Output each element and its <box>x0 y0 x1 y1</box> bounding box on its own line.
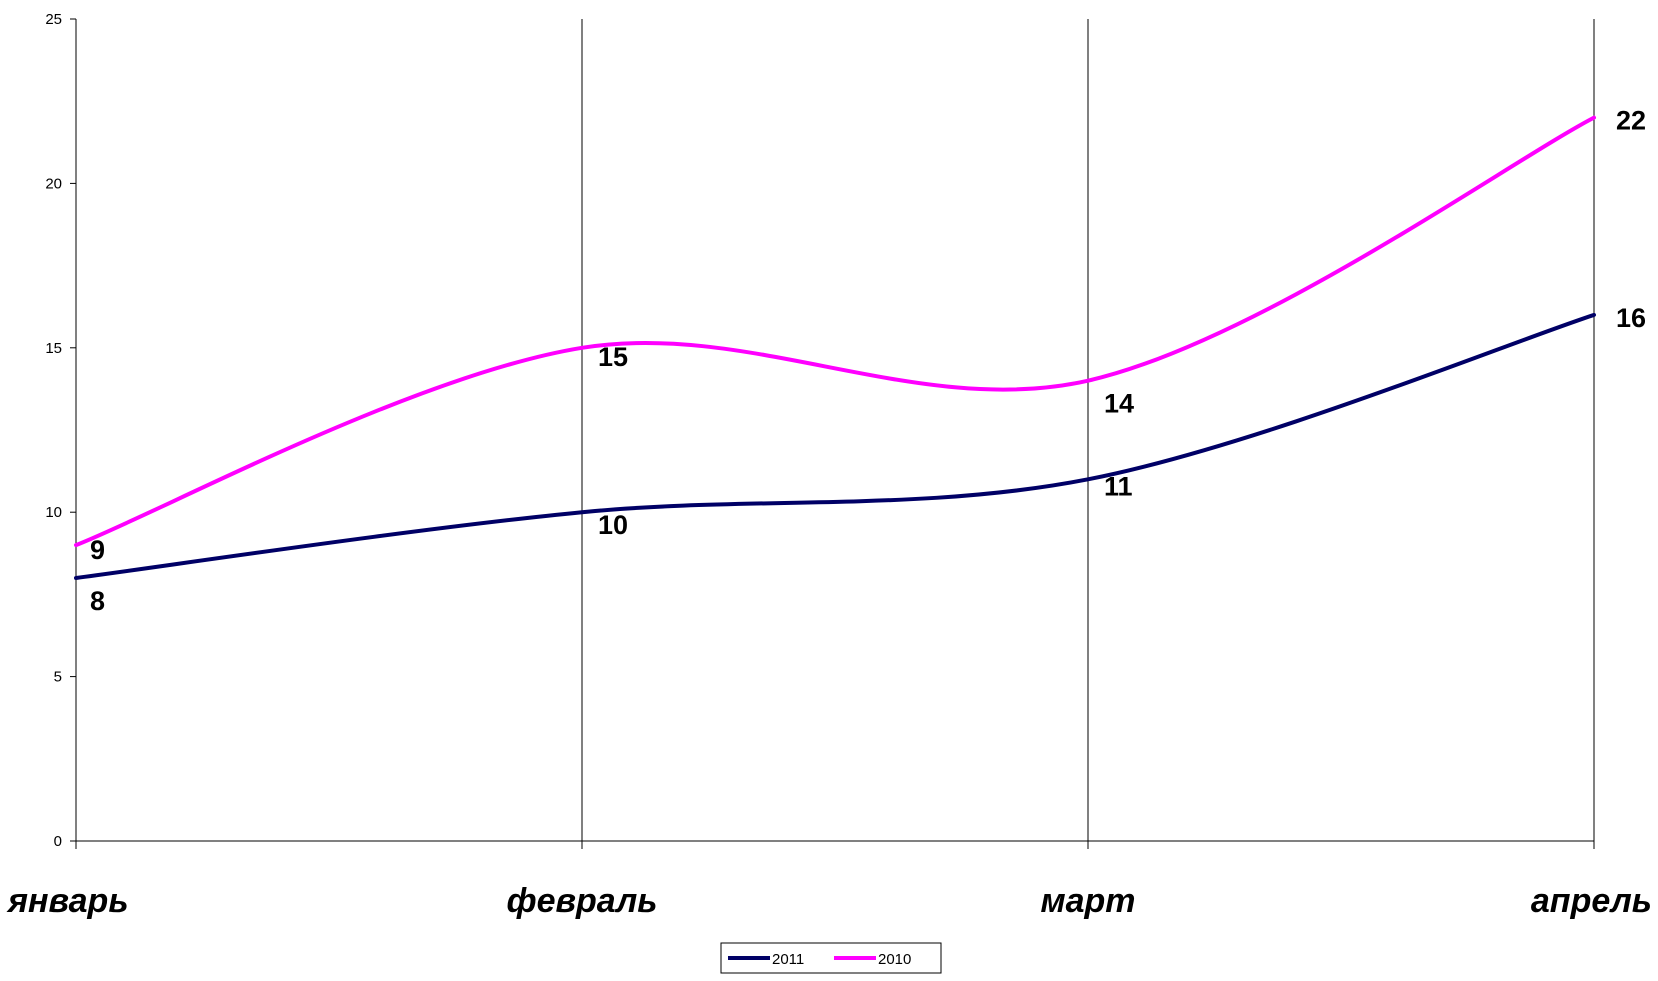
y-tick-label: 5 <box>54 669 62 686</box>
data-label-2010: 14 <box>1104 389 1134 419</box>
y-tick-label: 15 <box>45 340 62 357</box>
y-tick-label: 25 <box>45 11 62 28</box>
data-label-2011: 16 <box>1616 303 1646 333</box>
y-tick-label: 0 <box>54 833 62 850</box>
x-category-label: март <box>1040 882 1135 920</box>
data-label-2010: 9 <box>90 535 105 565</box>
axis-layer: 0 5 10 15 20 25 январь февраль март апрель <box>6 11 1652 920</box>
x-category-label: апрель <box>1531 882 1652 920</box>
data-label-2010: 15 <box>598 342 628 372</box>
data-label-layer: 8 10 11 16 9 15 14 22 <box>90 106 1646 616</box>
x-category-label: февраль <box>507 882 658 920</box>
data-label-2011: 11 <box>1104 471 1133 501</box>
legend-label-2011: 2011 <box>772 951 804 968</box>
series-line-2010 <box>74 115 1596 548</box>
series-layer <box>74 115 1596 580</box>
series-line-2011 <box>74 312 1596 580</box>
legend-label-2010: 2010 <box>878 951 911 968</box>
y-tick-label: 20 <box>45 175 62 192</box>
y-tick-label: 10 <box>45 504 62 521</box>
data-label-2011: 8 <box>90 586 105 616</box>
legend: 2011 2010 <box>720 942 942 974</box>
grid-layer <box>581 19 1595 841</box>
data-label-2011: 10 <box>598 510 628 540</box>
data-label-2010: 22 <box>1616 106 1646 136</box>
x-category-label: январь <box>6 882 129 920</box>
